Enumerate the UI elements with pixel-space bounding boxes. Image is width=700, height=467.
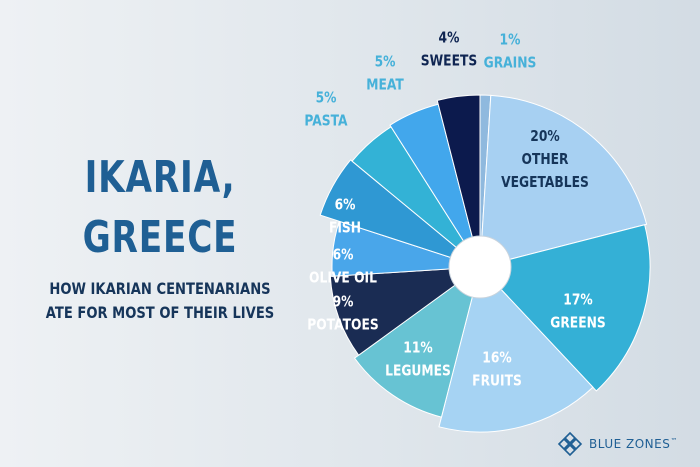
pie-slice-sweets — [436, 94, 481, 268]
slice-category-label: OTHER — [522, 151, 569, 168]
pie-slices — [319, 94, 651, 433]
slice-category-label: SWEETS — [421, 52, 477, 69]
slice-category-label: FISH — [329, 219, 361, 236]
slice-category-label: MEAT — [366, 76, 404, 93]
slice-category-label: POTATOES — [307, 316, 379, 333]
slice-category-label: FRUITS — [472, 372, 522, 389]
slice-percent-label: 5% — [375, 53, 396, 70]
blue-zones-logo-icon — [557, 431, 583, 457]
pie-slice-fruits — [438, 265, 594, 433]
slice-percent-label: 16% — [482, 349, 512, 366]
slice-percent-label: 11% — [403, 339, 433, 356]
slice-percent-label: 20% — [530, 128, 560, 145]
pie-slice-greens — [479, 224, 651, 392]
slice-percent-label: 9% — [333, 293, 354, 310]
pie-slice-legumes — [353, 265, 481, 418]
slice-category-label: OLIVE OIL — [309, 269, 377, 286]
subtitle-line-1: HOW IKARIAN CENTENARIANS — [49, 279, 271, 298]
slice-percent-label: 5% — [316, 89, 337, 106]
slice-percent-label: 1% — [500, 31, 521, 48]
slice-category-label: PASTA — [304, 112, 348, 129]
slice-percent-label: 4% — [439, 29, 460, 46]
brand-name: BLUE ZONES™ — [589, 437, 678, 451]
pie-slice-other-vegetables — [479, 94, 648, 268]
pie-center-hole — [448, 235, 512, 299]
brand-logo: BLUE ZONES™ — [557, 431, 678, 457]
slice-category-label: GREENS — [550, 314, 605, 331]
title-line-2: GREECE — [82, 212, 238, 263]
slice-category-label: VEGETABLES — [501, 174, 589, 191]
slice-percent-label: 6% — [333, 246, 354, 263]
title-line-1: IKARIA, — [84, 152, 236, 203]
slice-category-label: LEGUMES — [385, 362, 451, 379]
slice-category-label: GRAINS — [484, 54, 537, 71]
pie-labels: 1% GRAINS 20% OTHER VEGETABLES 17% GREENS 16% FR… — [304, 29, 605, 389]
pie-slice-potatoes — [329, 266, 482, 356]
slice-percent-label: 17% — [563, 291, 593, 308]
chart-subtitle: HOW IKARIAN CENTENARIANS ATE FOR MOST OF… — [45, 277, 275, 325]
subtitle-line-2: ATE FOR MOST OF THEIR LIVES — [45, 303, 275, 322]
slice-percent-label: 6% — [335, 196, 356, 213]
pie-slice-fish — [319, 159, 481, 268]
chart-title: IKARIA, GREECE — [66, 148, 253, 268]
